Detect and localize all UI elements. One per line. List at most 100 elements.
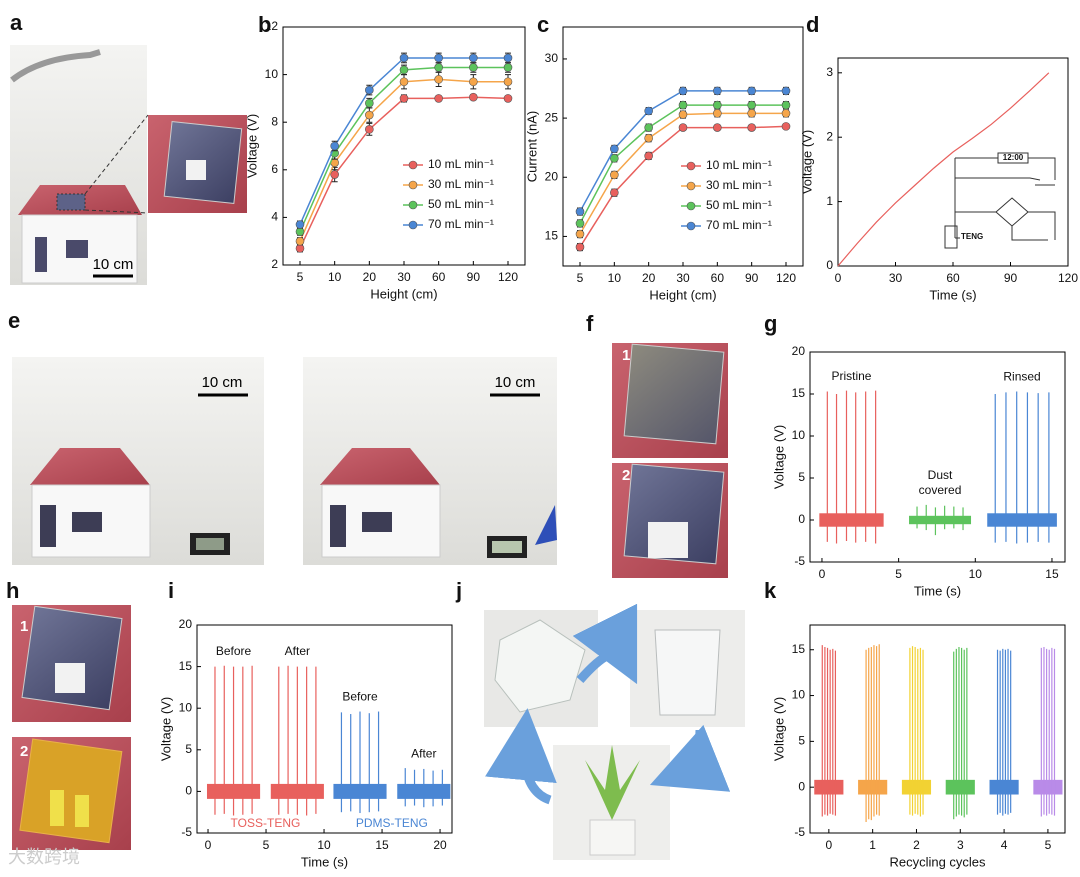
scale-label: 10 cm xyxy=(495,374,536,391)
y-tick-label: 15 xyxy=(792,642,806,656)
noise-band xyxy=(909,515,972,525)
data-point xyxy=(678,123,688,132)
x-tick-label: 5 xyxy=(1045,838,1052,852)
x-tick-label: 20 xyxy=(642,271,656,285)
photo-h xyxy=(12,605,131,850)
data-point xyxy=(469,53,478,63)
data-point xyxy=(575,229,585,239)
y-tick-label: 5 xyxy=(185,742,192,756)
x-tick-label: 0 xyxy=(819,567,826,581)
series-line xyxy=(837,72,1050,267)
data-point xyxy=(365,110,374,120)
panel-label: f xyxy=(586,311,594,336)
y-tick-label: 20 xyxy=(792,344,806,358)
y-tick-label: 8 xyxy=(271,114,278,128)
noise-band xyxy=(1033,779,1063,795)
series-label: After xyxy=(411,746,436,760)
data-point xyxy=(644,133,653,143)
panel-label: k xyxy=(764,578,777,603)
series-label: Pristine xyxy=(831,369,871,383)
x-tick-label: 10 xyxy=(608,271,622,285)
y-tick-label: 15 xyxy=(179,659,193,673)
y-tick-label: 15 xyxy=(792,386,806,400)
x-tick-label: 120 xyxy=(776,271,796,285)
x-axis-label: Time (s) xyxy=(914,583,961,598)
data-point xyxy=(434,63,443,72)
scale-label: 10 cm xyxy=(93,256,134,273)
data-point xyxy=(713,109,722,118)
x-tick-label: 30 xyxy=(397,270,411,284)
y-tick-label: 0 xyxy=(826,258,833,272)
series-label: Before xyxy=(216,644,252,658)
series-label: Before xyxy=(342,690,378,704)
photo-number: 1 xyxy=(622,347,630,364)
x-axis-label: Height (cm) xyxy=(649,287,716,302)
y-tick-label: 10 xyxy=(792,428,806,442)
x-tick-label: 15 xyxy=(375,838,389,852)
data-point xyxy=(399,77,409,87)
x-tick-label: 2 xyxy=(913,838,920,852)
data-point xyxy=(678,110,688,119)
x-tick-label: 5 xyxy=(895,567,902,581)
data-point xyxy=(713,100,722,110)
y-tick-label: 20 xyxy=(179,617,193,631)
noise-band xyxy=(814,779,844,795)
legend-label: 50 mL min⁻¹ xyxy=(428,197,494,211)
legend-marker xyxy=(408,160,418,170)
legend-marker xyxy=(686,221,696,231)
data-point xyxy=(644,106,653,116)
panel-label: h xyxy=(6,578,19,603)
data-point xyxy=(365,85,374,95)
legend-marker xyxy=(408,180,418,190)
data-point xyxy=(575,219,585,228)
data-point xyxy=(503,94,513,103)
y-tick-label: 5 xyxy=(798,470,805,484)
series-label: Dust xyxy=(928,468,953,482)
data-point xyxy=(399,53,409,63)
x-axis-label: Height (cm) xyxy=(370,286,437,301)
x-tick-label: 15 xyxy=(1045,567,1059,581)
x-axis-label: Time (s) xyxy=(929,287,976,302)
data-point xyxy=(295,220,305,229)
y-tick-label: 30 xyxy=(545,51,559,65)
data-point xyxy=(610,144,619,154)
legend-label: 50 mL min⁻¹ xyxy=(706,198,772,212)
data-point xyxy=(610,170,619,180)
data-point xyxy=(330,170,339,179)
data-point xyxy=(713,123,722,132)
x-tick-label: 30 xyxy=(676,271,690,285)
panel-label: e xyxy=(8,308,20,333)
x-tick-label: 120 xyxy=(498,270,518,284)
photo-a xyxy=(10,45,247,285)
legend-label: 10 mL min⁻¹ xyxy=(428,157,494,171)
y-tick-label: 25 xyxy=(545,110,559,124)
data-point xyxy=(610,188,619,197)
y-axis-label: Voltage (V) xyxy=(799,130,814,194)
y-tick-label: 3 xyxy=(826,65,833,79)
y-tick-label: 10 xyxy=(179,700,193,714)
data-point xyxy=(747,100,756,110)
y-tick-label: 6 xyxy=(271,162,278,176)
legend-label: 10 mL min⁻¹ xyxy=(706,158,772,172)
x-tick-label: 60 xyxy=(946,271,960,285)
panel-label: g xyxy=(764,311,777,336)
data-point xyxy=(781,122,791,131)
panel-label: d xyxy=(806,12,819,37)
legend-marker xyxy=(686,181,696,191)
data-point xyxy=(469,63,478,72)
panel-label: c xyxy=(537,12,549,37)
data-point xyxy=(469,77,478,87)
y-tick-label: 2 xyxy=(826,129,833,143)
data-point xyxy=(330,141,339,151)
photo-f xyxy=(612,343,728,578)
data-point xyxy=(503,77,513,87)
data-point xyxy=(781,109,791,118)
x-tick-label: 20 xyxy=(363,270,377,284)
group-label: TOSS-TENG xyxy=(231,816,301,830)
data-point xyxy=(644,123,653,132)
data-point xyxy=(747,123,756,132)
y-tick-label: 2 xyxy=(271,257,278,271)
data-point xyxy=(781,86,791,96)
legend-marker xyxy=(408,220,418,230)
